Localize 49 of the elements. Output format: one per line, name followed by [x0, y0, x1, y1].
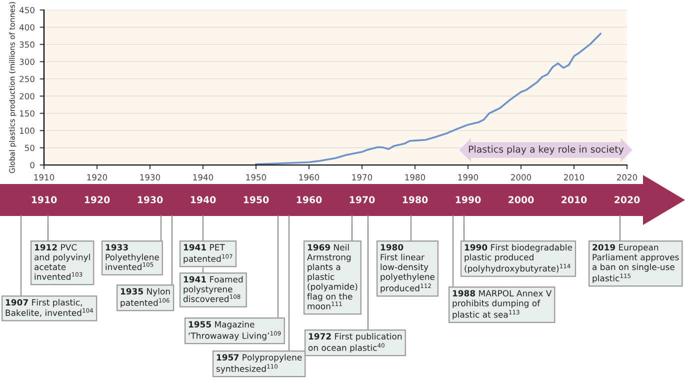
x-tick-label: 1910: [34, 174, 54, 180]
text: 1935 Nylon patented$^{106}$: [120, 288, 170, 308]
y-tick-label: 250: [20, 76, 34, 82]
text: 1955 Magazine ‘Throwaway Living’$^{109}$: [188, 321, 281, 341]
y-tick-label: 350: [20, 41, 34, 48]
text: 1933 Polyethylene invented$^{105}$: [106, 244, 159, 270]
x-tick-label: 1960: [299, 174, 320, 180]
x-tick-label: 1920: [87, 174, 108, 180]
text: 1941 PET patented$^{107}$: [184, 244, 232, 264]
x2-tick-label: 1980: [402, 196, 428, 204]
x-tick-label: 1940: [193, 174, 214, 180]
text: 1941 Foamed polystyrene discovered$^{108}$: [183, 276, 243, 302]
text: 1980 First linear low-density polyethylene produced$^{112}$: [380, 244, 435, 293]
y-tick-label: 200: [20, 93, 34, 100]
y-tick-label: 300: [20, 58, 34, 65]
text: 1990 First biodegradable plastic produced (polyhydroxybutyrate)$^{114}$: [464, 244, 572, 274]
x-tick-label: 1980: [405, 174, 426, 180]
text: 1972 First publication on ocean plastic$^{40}$: [308, 333, 402, 353]
x-tick-label: 1950: [246, 174, 266, 180]
x2-tick-label: 1920: [84, 196, 110, 204]
text: 1969 Neil Armstrong plants a plastic (polyamide) flag on the moon$^{111}$: [307, 244, 358, 310]
x2-tick-label: 1940: [190, 196, 216, 204]
y-tick-label: 100: [20, 128, 34, 134]
x2-tick-label: 1960: [296, 196, 322, 204]
y-tick-label: 50: [25, 144, 34, 152]
y-tick-label: 150: [20, 110, 34, 117]
x-tick-label: 1990: [458, 174, 478, 180]
x-tick-label: 1930: [140, 174, 160, 180]
x-tick-label: 2000: [511, 174, 532, 180]
x2-tick-label: 1950: [244, 196, 269, 204]
text: 1912 PVC and polyvinyl acetate invented$^{103}$: [34, 244, 90, 280]
y-tick-label: 0: [30, 162, 34, 168]
y-tick-label: 450: [19, 6, 34, 14]
text: 2019 European Parliament approves a ban on single-use plastic$^{115}$: [592, 244, 679, 284]
text: 1988 MARPOL Annex V prohibits dumping of plastic at sea$^{113}$: [452, 290, 552, 320]
x-tick-label: 1970: [352, 174, 372, 180]
x-tick-label: 2010: [564, 174, 584, 180]
y-tick-label: 400: [19, 24, 34, 31]
text: 1907 First plastic, Bakelite, invented$^{104}$: [6, 299, 94, 317]
x2-tick-label: 1910: [32, 196, 57, 204]
x2-tick-label: 1930: [138, 196, 163, 204]
x-tick-label: 2020: [617, 174, 638, 180]
x2-tick-label: 2000: [508, 196, 534, 204]
text: 1957 Polypropylene synthesized$^{110}$: [216, 354, 302, 374]
x2-tick-label: 1990: [456, 196, 481, 204]
annotation: Plastics play a key role in society: [468, 145, 624, 155]
x2-tick-label: 1970: [350, 196, 375, 204]
x2-tick-label: 2010: [562, 196, 587, 204]
x2-tick-label: 2020: [614, 196, 640, 204]
